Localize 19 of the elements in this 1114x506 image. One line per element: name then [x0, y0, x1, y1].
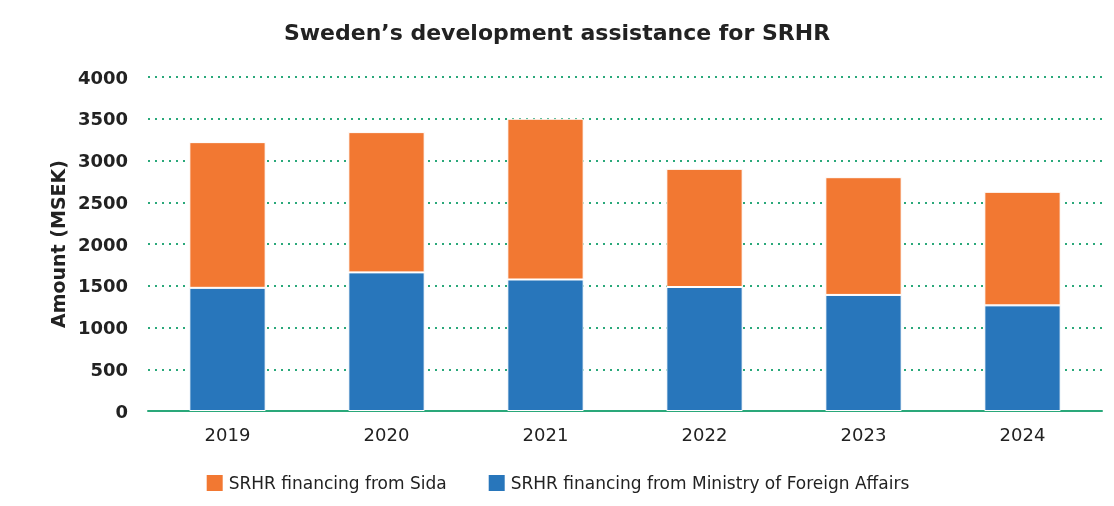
y-axis-title: Amount (MSEK) — [46, 160, 69, 328]
chart-title: Sweden’s development assistance for SRHR — [283, 19, 831, 45]
y-tick-label: 0 — [115, 400, 128, 422]
y-tick-label: 2500 — [77, 191, 128, 213]
y-tick-label: 1000 — [77, 317, 128, 338]
y-tick-label: 2000 — [77, 233, 128, 255]
y-tick-label: 500 — [90, 358, 128, 380]
y-tick-label: 3000 — [77, 150, 128, 171]
x-tick-label: 2022 — [681, 423, 728, 445]
x-tick-label: 2024 — [999, 423, 1046, 445]
legend-label: SRHR financing from Sida — [228, 473, 447, 493]
y-tick-label: 4000 — [77, 66, 128, 88]
x-tick-label: 2019 — [204, 423, 251, 445]
x-tick-label: 2021 — [522, 423, 569, 445]
y-tick-label: 1500 — [77, 275, 128, 297]
x-tick-label: 2023 — [840, 423, 887, 445]
legend-label: SRHR financing from Ministry of Foreign Affairs — [510, 473, 910, 493]
y-tick-label: 3500 — [77, 108, 128, 130]
x-tick-label: 2020 — [363, 423, 410, 445]
